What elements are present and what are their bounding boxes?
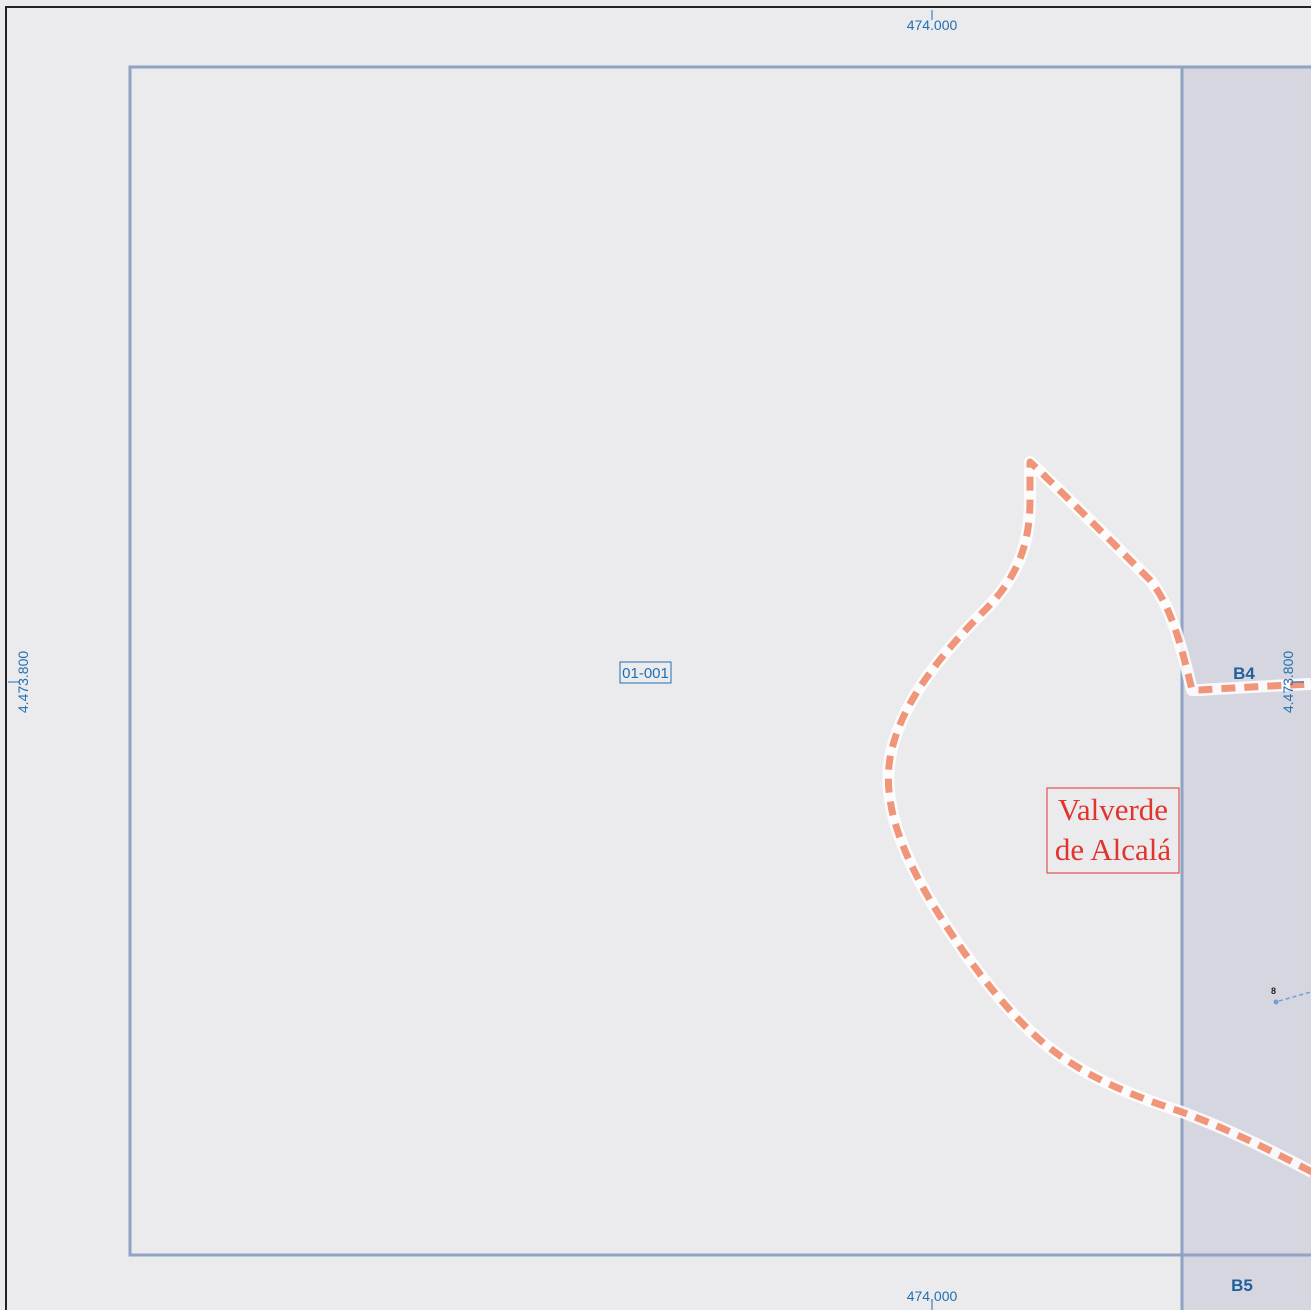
place-name-line2: de Alcalá [1055, 832, 1171, 867]
feature-number-label: 8 [1271, 986, 1276, 996]
left-northing-label: 4.473.800 [15, 651, 31, 713]
top-easting-label: 474.000 [907, 17, 958, 33]
map-frame [5, 6, 1311, 1310]
bottom-easting-label: 474.000 [907, 1288, 958, 1304]
sheet-id-label: 01-001 [622, 665, 669, 682]
place-name-box [1046, 787, 1180, 874]
stream-feature [1273, 991, 1311, 1005]
place-name-line1: Valverde [1058, 792, 1168, 827]
grid-label-b5: B5 [1231, 1276, 1253, 1295]
sheet-id-box [619, 661, 672, 684]
municipal-boundary [882, 456, 1311, 1178]
grid-label-b4: B4 [1233, 664, 1255, 683]
right-northing-label: 4.473.800 [1280, 651, 1296, 713]
